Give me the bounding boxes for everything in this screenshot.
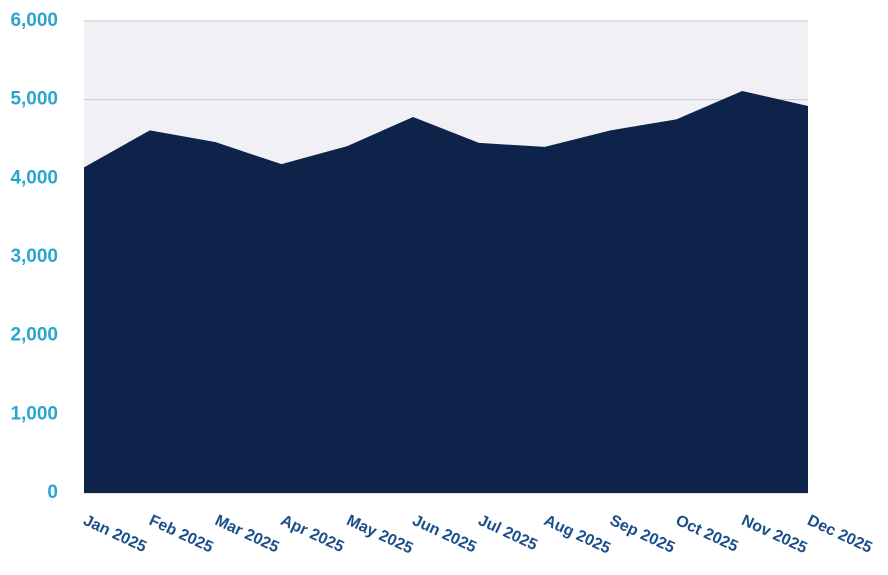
x-tick-label: Jun 2025	[410, 512, 479, 556]
y-tick-label: 4,000	[10, 167, 58, 188]
x-tick-label: Jul 2025	[475, 512, 540, 554]
y-tick-label: 3,000	[10, 246, 58, 267]
x-tick-label: Mar 2025	[212, 512, 281, 556]
x-tick-label: Jan 2025	[81, 512, 150, 556]
x-tick-label: Feb 2025	[146, 512, 215, 556]
y-tick-label: 0	[47, 482, 58, 503]
x-tick-label: Sep 2025	[607, 512, 677, 557]
y-tick-label: 5,000	[10, 89, 58, 110]
x-tick-label: Nov 2025	[739, 512, 810, 557]
x-tick-label: Aug 2025	[541, 512, 613, 558]
y-tick-label: 1,000	[10, 403, 58, 424]
y-tick-label: 2,000	[10, 325, 58, 346]
x-tick-label: Apr 2025	[278, 512, 347, 556]
x-tick-label: Dec 2025	[805, 512, 875, 557]
x-tick-label: May 2025	[344, 512, 416, 558]
x-tick-label: Oct 2025	[673, 512, 741, 556]
area	[84, 91, 808, 493]
y-tick-label: 6,000	[10, 10, 58, 31]
